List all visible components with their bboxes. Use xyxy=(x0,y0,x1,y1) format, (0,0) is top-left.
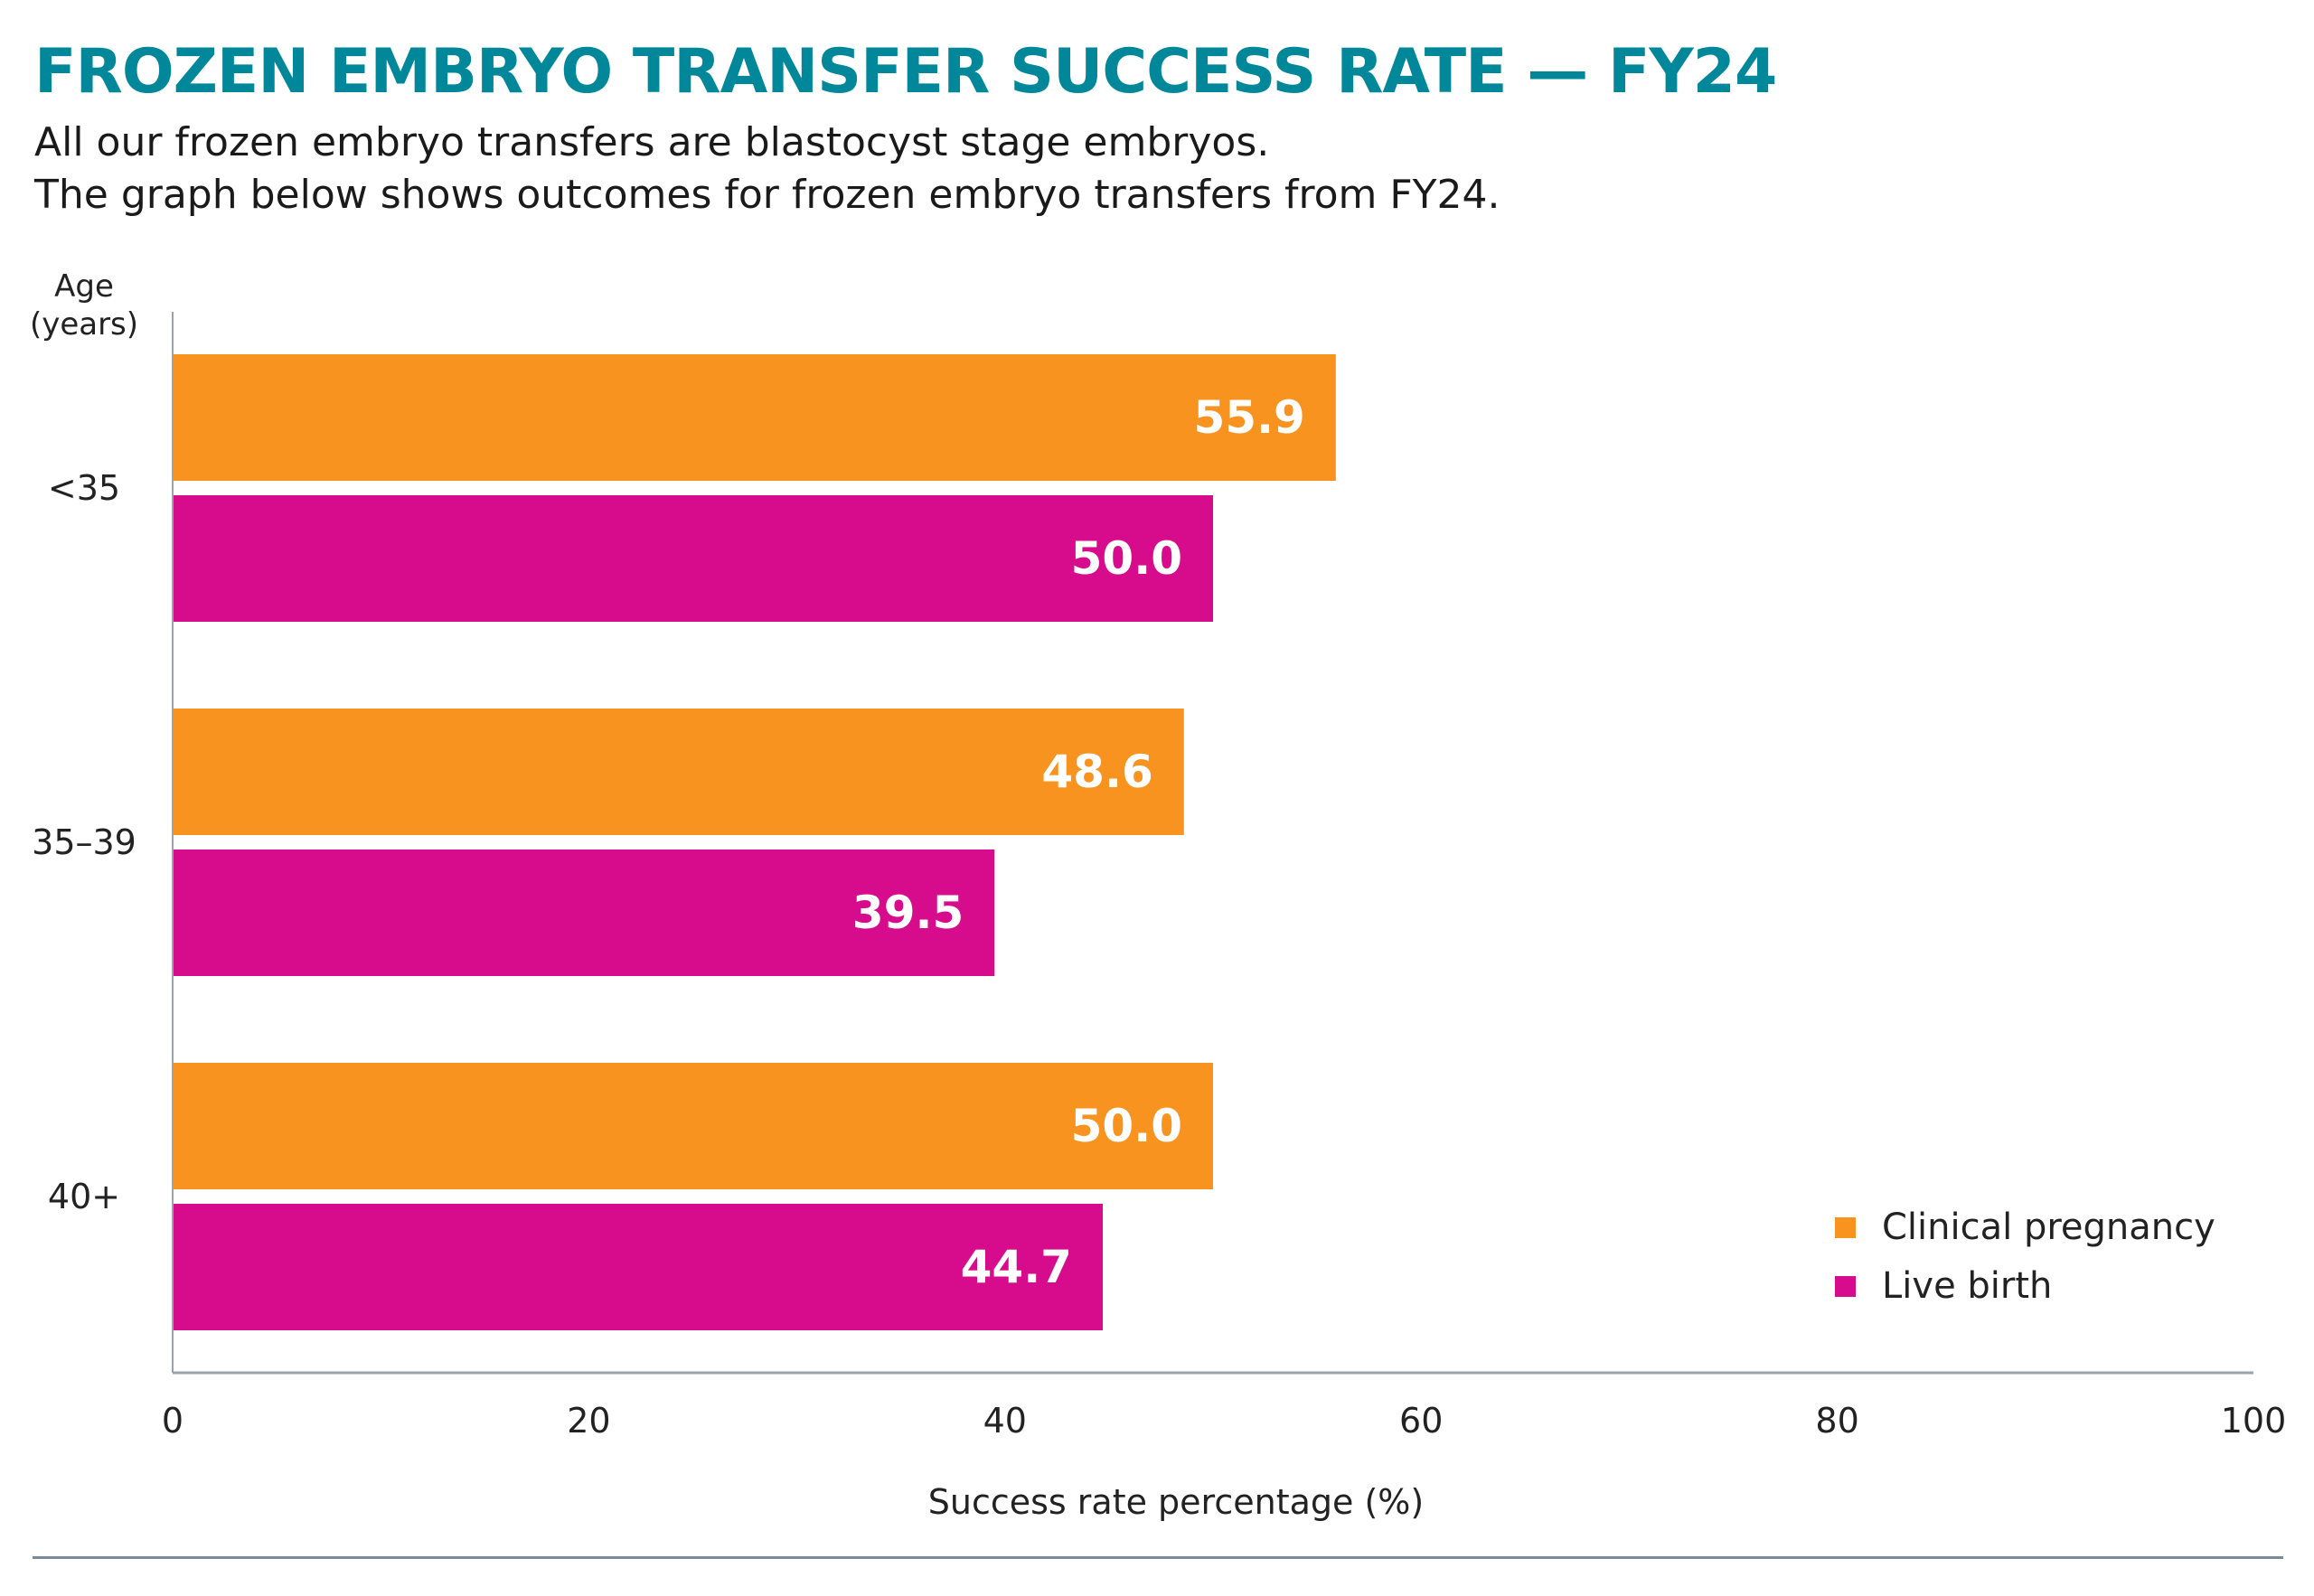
legend-swatch xyxy=(1835,1276,1856,1297)
page-title: FROZEN EMBRYO TRANSFER SUCCESS RATE — FY… xyxy=(34,36,1777,108)
bar-clinical-pregnancy xyxy=(173,709,1184,835)
bottom-divider xyxy=(33,1556,2283,1559)
x-axis-label: Success rate percentage (%) xyxy=(928,1482,1424,1522)
category-label: <35 xyxy=(48,468,120,508)
y-axis-label: Age xyxy=(54,268,114,305)
data-label: 44.7 xyxy=(961,1241,1072,1293)
legend-label: Clinical pregnancy xyxy=(1882,1206,2215,1248)
category-label: 40+ xyxy=(48,1177,120,1216)
legend-swatch xyxy=(1835,1217,1856,1238)
x-tick-label: 40 xyxy=(983,1401,1027,1441)
bar-clinical-pregnancy xyxy=(173,1063,1213,1189)
subtitle-line-1: All our frozen embryo transfers are blas… xyxy=(34,119,1270,165)
bar-live-birth xyxy=(173,850,995,976)
y-axis-label: (years) xyxy=(30,306,138,343)
x-tick-label: 80 xyxy=(1815,1401,1858,1441)
data-label: 48.6 xyxy=(1041,746,1152,798)
data-label: 50.0 xyxy=(1071,532,1182,585)
x-tick-label: 100 xyxy=(2221,1401,2287,1441)
bar-live-birth xyxy=(173,1204,1103,1330)
x-tick-label: 20 xyxy=(567,1401,610,1441)
data-label: 39.5 xyxy=(852,887,964,939)
x-tick-label: 60 xyxy=(1399,1401,1443,1441)
category-label: 35–39 xyxy=(32,822,136,862)
bar-clinical-pregnancy xyxy=(173,354,1336,481)
legend-label: Live birth xyxy=(1882,1265,2052,1307)
subtitle-line-2: The graph below shows outcomes for froze… xyxy=(34,172,1500,218)
bar-live-birth xyxy=(173,495,1213,622)
x-tick-label: 0 xyxy=(162,1401,183,1441)
data-label: 50.0 xyxy=(1071,1100,1182,1152)
data-label: 55.9 xyxy=(1193,391,1304,444)
